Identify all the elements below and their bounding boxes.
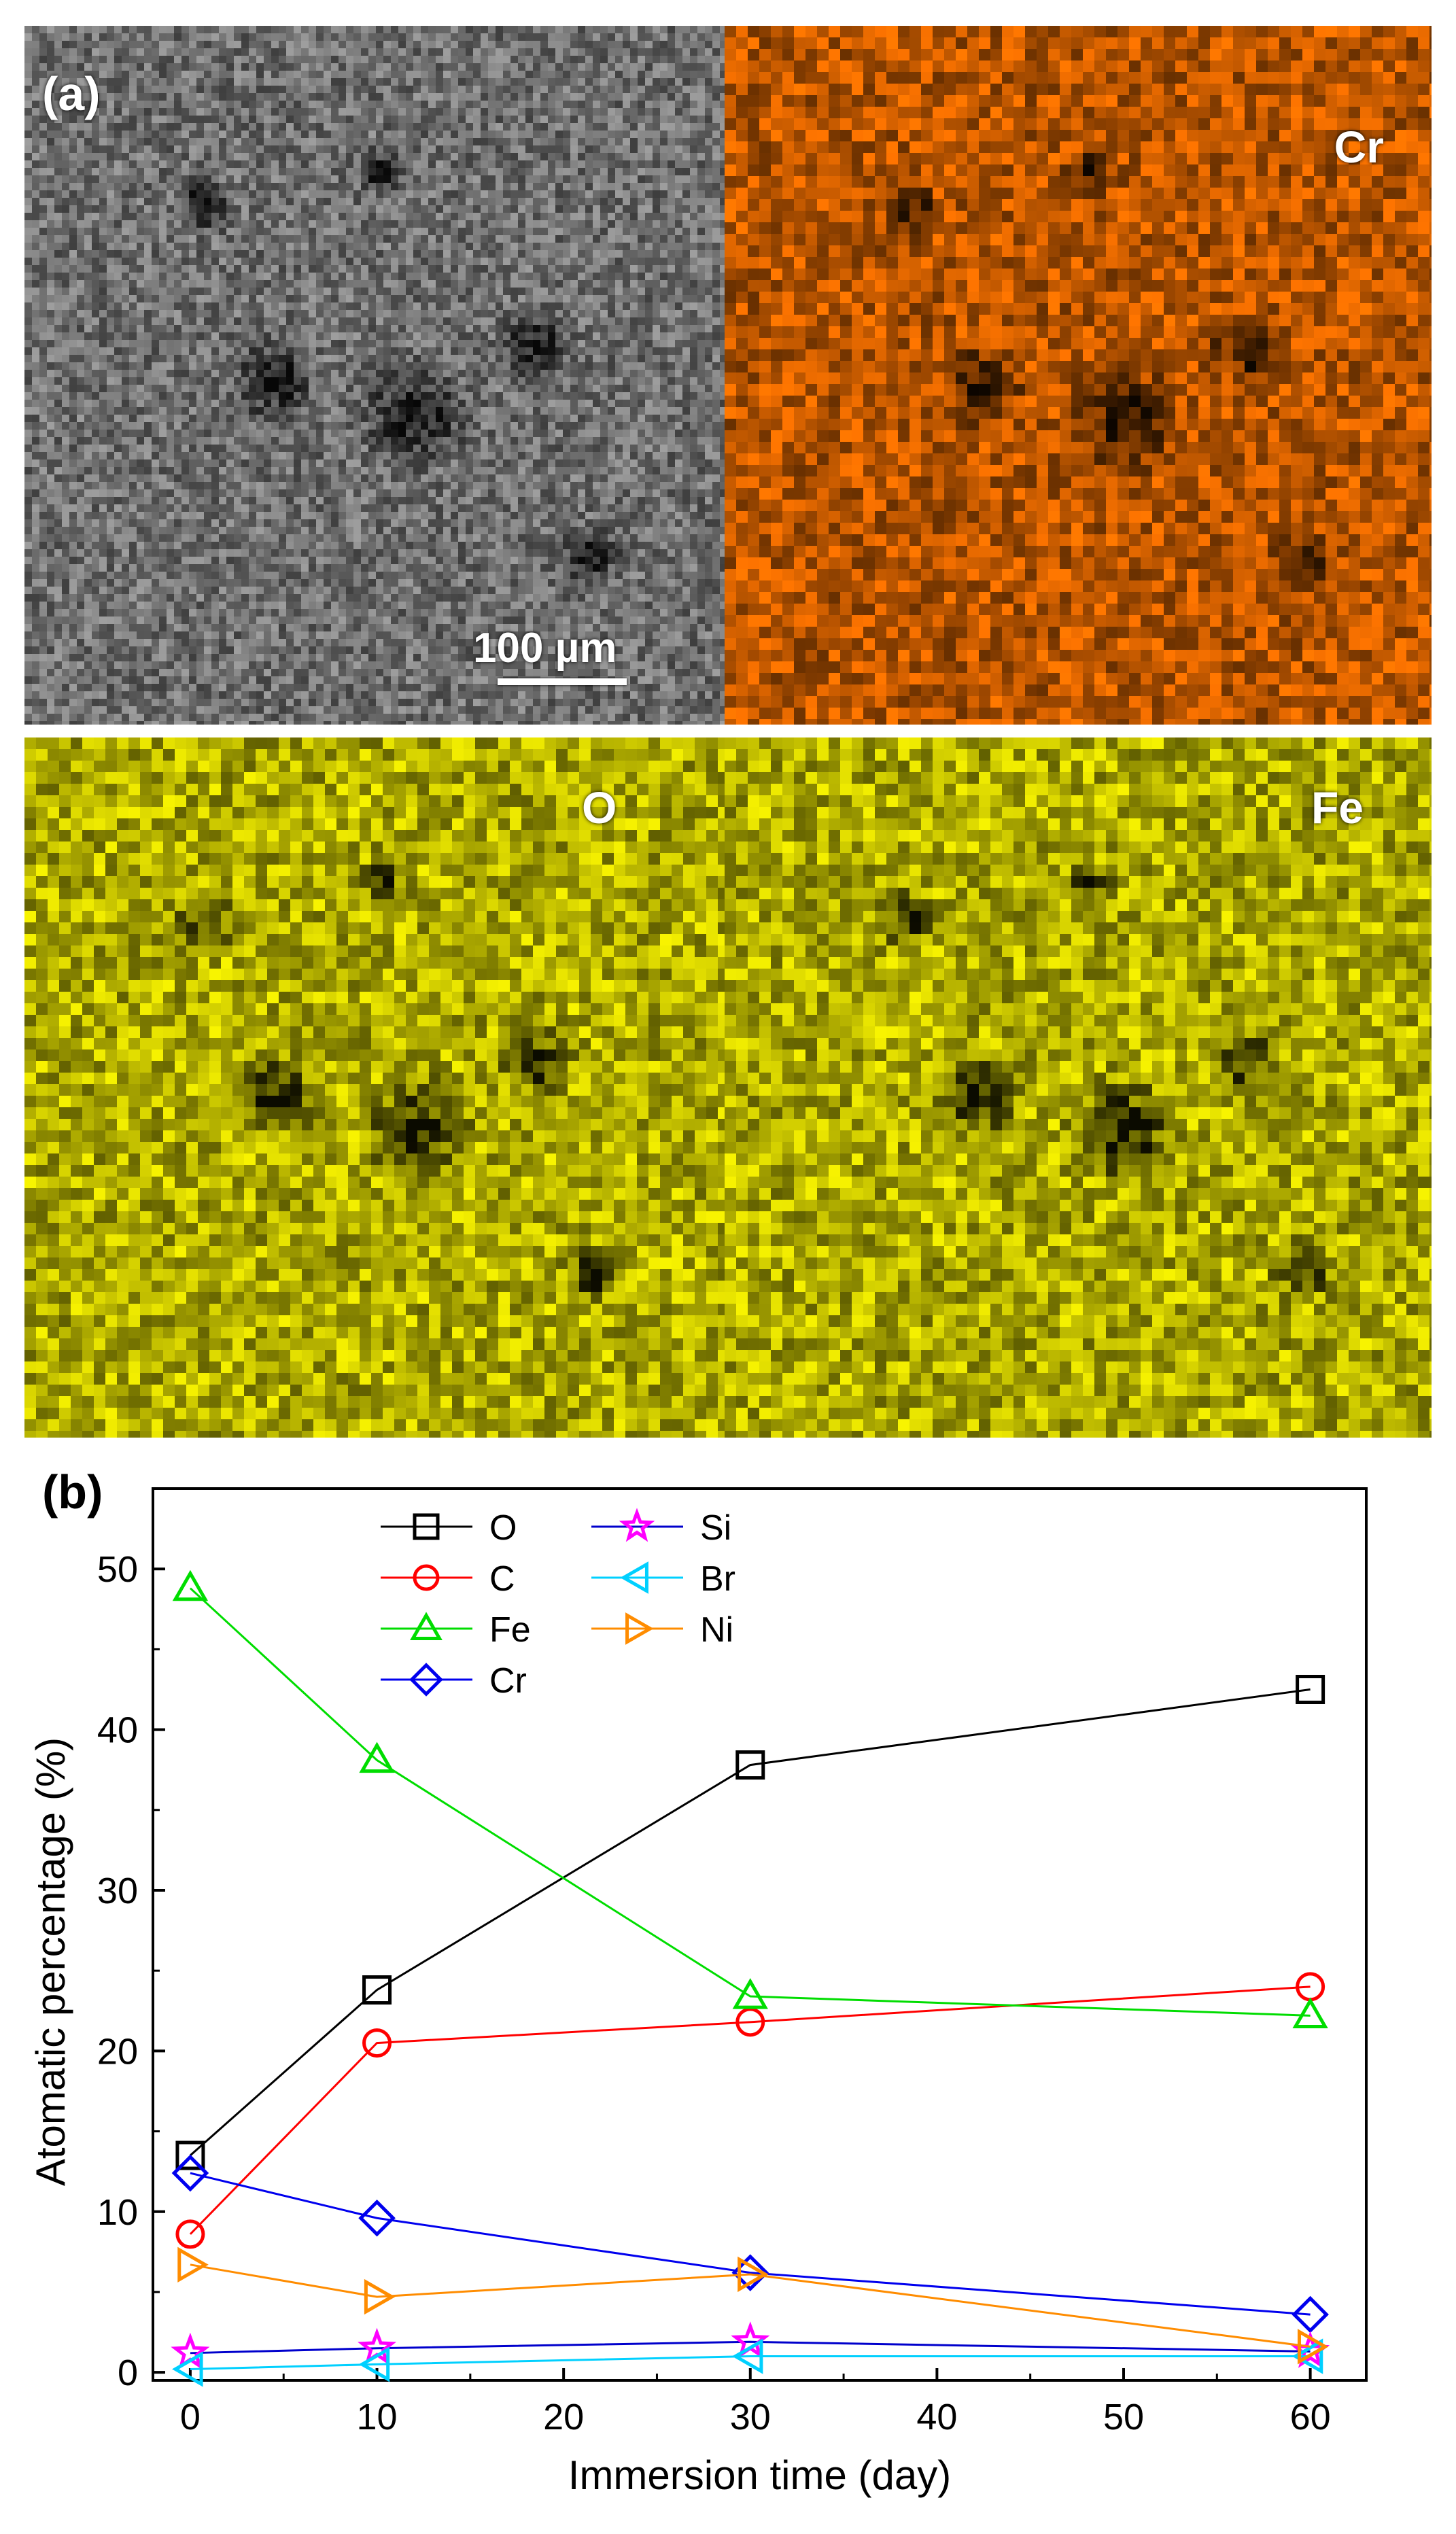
- y-tick-label-40: 40: [97, 1710, 138, 1751]
- x-tick-label-50: 50: [1103, 2397, 1144, 2437]
- legend-marker-fe: [413, 1615, 439, 1638]
- series-line-fe: [190, 1589, 1311, 2016]
- x-tick-label-0: 0: [180, 2397, 201, 2437]
- legend-label-fe: Fe: [489, 1610, 531, 1650]
- sem-image: (a) 100 µm: [24, 26, 725, 725]
- o-map: O: [24, 737, 725, 1438]
- legend: OC Fe Cr Si Br Ni: [381, 1508, 735, 1701]
- legend-item-si: Si: [591, 1508, 731, 1548]
- y-tick-label-0: 0: [118, 2353, 138, 2393]
- series-cr: [174, 2157, 1326, 2331]
- cr-map-label: Cr: [1334, 121, 1384, 173]
- legend-label-si: Si: [700, 1508, 731, 1548]
- series-line-c: [190, 1987, 1311, 2234]
- cr-map-pixels: [725, 26, 1432, 725]
- series-line-br: [190, 2357, 1311, 2370]
- point-fe-60: [1296, 2001, 1325, 2027]
- panel-a-label: (a): [42, 67, 101, 121]
- series-line-ni: [190, 2265, 1311, 2347]
- plot-frame: [153, 1489, 1366, 2380]
- legend-label-cr: Cr: [489, 1661, 527, 1701]
- fe-map: Fe: [725, 737, 1432, 1438]
- legend-label-c: C: [489, 1559, 515, 1599]
- legend-label-ni: Ni: [700, 1610, 733, 1650]
- atomic-percentage-chart: (b) 0 10 20 30 40 50 60 0 10 20 30 40 50 Immersion ti…: [0, 1448, 1456, 2531]
- o-map-pixels: [24, 737, 725, 1438]
- legend-item-ni: Ni: [591, 1610, 733, 1650]
- o-map-label: O: [582, 782, 617, 833]
- fe-map-label: Fe: [1311, 782, 1364, 833]
- scale-bar: [498, 678, 627, 685]
- point-c-0: [177, 2221, 203, 2247]
- y-tick-label-30: 30: [97, 1871, 138, 1911]
- legend-marker-si: [624, 1513, 651, 1538]
- x-tick-label-20: 20: [543, 2397, 584, 2437]
- x-tick-label-60: 60: [1290, 2397, 1331, 2437]
- series-o: [177, 1676, 1323, 2168]
- y-tick-label-10: 10: [97, 2192, 138, 2233]
- legend-label-br: Br: [700, 1559, 735, 1599]
- x-tick-label-30: 30: [730, 2397, 771, 2437]
- legend-item-c: C: [381, 1559, 515, 1599]
- point-fe-30: [735, 1981, 765, 2007]
- scale-bar-label: 100 µm: [473, 624, 617, 672]
- cr-map: Cr: [725, 26, 1432, 725]
- legend-label-o: O: [489, 1508, 517, 1548]
- series-line-o: [190, 1689, 1311, 2155]
- point-fe-0: [175, 1574, 205, 1599]
- fe-map-pixels: [725, 737, 1432, 1438]
- sem-image-pixels: [24, 26, 725, 725]
- legend-item-br: Br: [591, 1559, 735, 1599]
- legend-item-fe: Fe: [381, 1610, 531, 1650]
- legend-item-cr: Cr: [381, 1661, 527, 1701]
- chart-svg: 0 10 20 30 40 50 60 0 10 20 30 40 50 Immersion time (…: [0, 1448, 1456, 2531]
- series-fe: [175, 1574, 1325, 2027]
- y-axis-label: Atomatic percentage (%): [28, 1737, 73, 2186]
- y-tick-label-20: 20: [97, 2031, 138, 2072]
- x-tick-label-40: 40: [916, 2397, 957, 2437]
- x-axis-label: Immersion time (day): [568, 2452, 951, 2498]
- y-tick-label-50: 50: [97, 1549, 138, 1590]
- x-tick-label-10: 10: [356, 2397, 397, 2437]
- panel-b-label: (b): [42, 1465, 103, 1519]
- legend-item-o: O: [381, 1508, 517, 1548]
